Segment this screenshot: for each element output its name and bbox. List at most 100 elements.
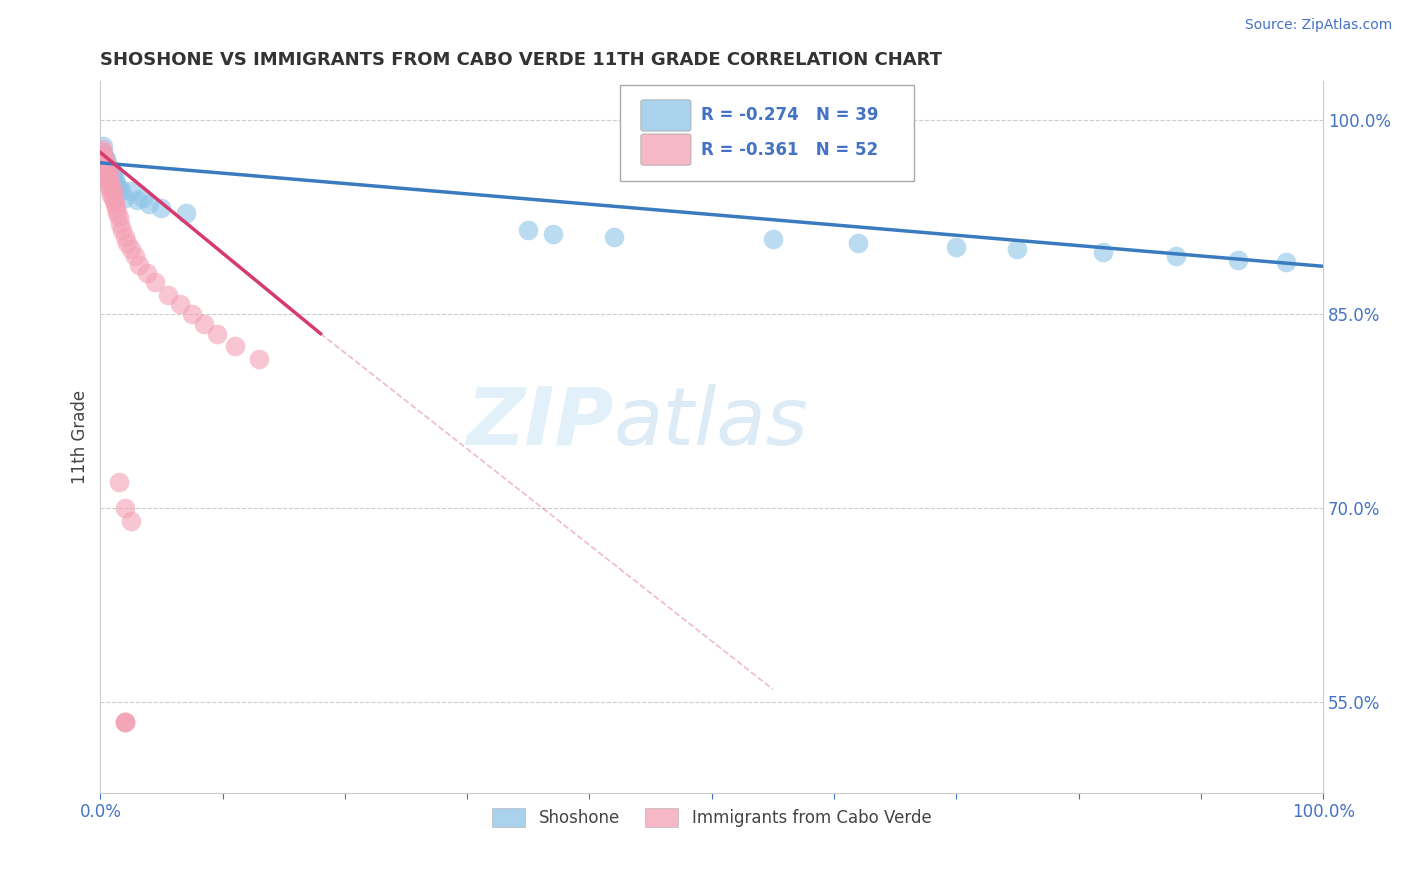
Point	[603, 229, 626, 244]
Point	[104, 171, 127, 186]
Point	[1007, 243, 1029, 257]
Text: Source: ZipAtlas.com: Source: ZipAtlas.com	[1244, 18, 1392, 32]
Point	[94, 158, 117, 172]
Point	[104, 197, 127, 211]
Point	[94, 162, 117, 177]
Point	[174, 206, 197, 220]
Point	[107, 475, 129, 490]
Point	[97, 168, 120, 182]
FancyBboxPatch shape	[620, 85, 914, 181]
Point	[1226, 252, 1249, 267]
Point	[125, 194, 148, 208]
Point	[145, 275, 167, 289]
Point	[101, 184, 124, 198]
Point	[103, 175, 125, 189]
Point	[135, 266, 157, 280]
Point	[101, 191, 124, 205]
Point	[97, 174, 120, 188]
Point	[100, 171, 122, 186]
Text: R = -0.361   N = 52: R = -0.361 N = 52	[700, 141, 877, 159]
Point	[110, 184, 132, 198]
Point	[93, 152, 115, 166]
Point	[114, 714, 136, 729]
Point	[93, 149, 115, 163]
Point	[156, 287, 179, 301]
Point	[96, 171, 118, 186]
Point	[114, 501, 136, 516]
FancyBboxPatch shape	[641, 134, 690, 165]
Point	[762, 232, 785, 246]
Point	[138, 197, 160, 211]
Text: atlas: atlas	[614, 384, 808, 462]
Point	[128, 258, 150, 272]
Point	[945, 240, 967, 254]
Point	[91, 152, 114, 166]
Point	[98, 175, 121, 189]
Point	[105, 178, 128, 192]
Point	[94, 152, 117, 166]
Point	[224, 339, 246, 353]
Text: ZIP: ZIP	[467, 384, 614, 462]
Point	[107, 180, 129, 194]
Point	[97, 165, 120, 179]
Point	[517, 223, 540, 237]
Point	[1092, 245, 1115, 260]
Point	[90, 142, 112, 156]
Point	[91, 145, 114, 160]
Point	[108, 217, 131, 231]
Point	[103, 194, 125, 208]
Point	[97, 162, 120, 177]
Text: R = -0.274   N = 39: R = -0.274 N = 39	[700, 106, 879, 125]
Point	[848, 235, 870, 250]
Text: SHOSHONE VS IMMIGRANTS FROM CABO VERDE 11TH GRADE CORRELATION CHART: SHOSHONE VS IMMIGRANTS FROM CABO VERDE 1…	[100, 51, 942, 69]
Point	[96, 158, 118, 172]
Point	[93, 154, 115, 169]
Point	[107, 206, 129, 220]
Point	[169, 297, 191, 311]
Point	[193, 318, 215, 332]
Point	[107, 210, 129, 224]
Point	[120, 184, 142, 198]
Point	[98, 182, 121, 196]
Point	[94, 168, 117, 182]
Legend: Shoshone, Immigrants from Cabo Verde: Shoshone, Immigrants from Cabo Verde	[485, 802, 938, 834]
Point	[114, 191, 136, 205]
FancyBboxPatch shape	[641, 100, 690, 131]
Point	[111, 223, 134, 237]
Y-axis label: 11th Grade: 11th Grade	[72, 390, 89, 484]
Point	[94, 154, 117, 169]
Point	[97, 158, 120, 172]
Point	[90, 145, 112, 160]
Point	[105, 201, 128, 215]
Point	[1166, 249, 1188, 263]
Point	[1275, 255, 1298, 269]
Point	[132, 191, 155, 205]
Point	[114, 229, 136, 244]
Point	[205, 326, 228, 341]
Point	[120, 243, 142, 257]
Point	[150, 201, 173, 215]
Point	[91, 158, 114, 172]
Point	[91, 158, 114, 172]
Point	[93, 165, 115, 179]
Point	[91, 139, 114, 153]
Point	[114, 714, 136, 729]
Point	[96, 152, 118, 166]
Point	[117, 235, 139, 250]
Point	[247, 352, 270, 367]
Point	[93, 158, 115, 172]
Point	[97, 168, 120, 182]
Point	[100, 180, 122, 194]
Point	[101, 165, 124, 179]
Point	[98, 168, 121, 182]
Point	[101, 171, 124, 186]
Point	[90, 149, 112, 163]
Point	[124, 249, 146, 263]
Point	[100, 188, 122, 202]
Point	[541, 227, 564, 241]
Point	[96, 165, 118, 179]
Point	[114, 714, 136, 729]
Point	[120, 514, 142, 528]
Point	[96, 165, 118, 179]
Point	[181, 307, 204, 321]
